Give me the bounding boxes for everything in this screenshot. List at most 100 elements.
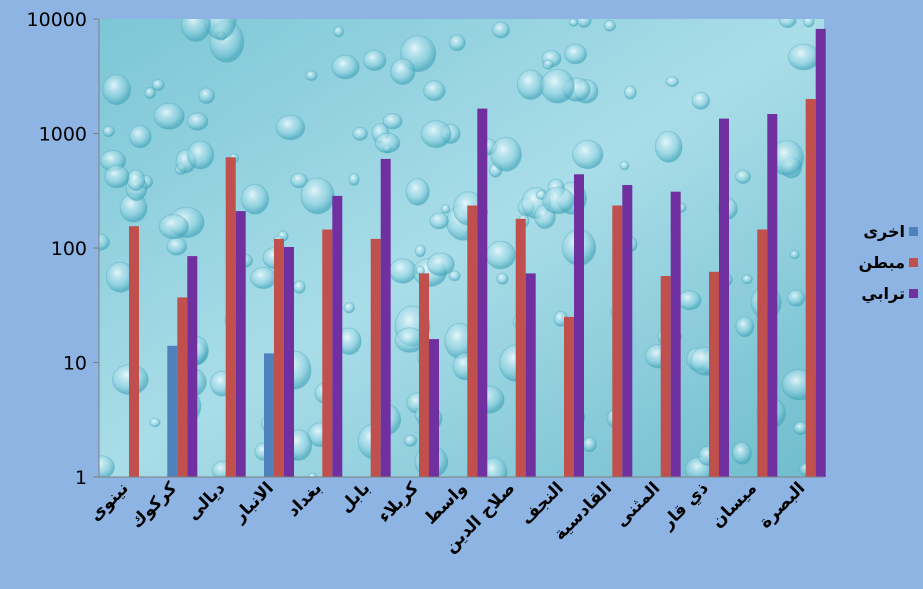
y-tick-label: 1000 <box>39 124 87 146</box>
bar-2-10 <box>564 316 574 477</box>
water-droplet <box>787 43 821 71</box>
water-droplet <box>677 290 702 311</box>
bar-3-7 <box>429 339 439 477</box>
water-droplet <box>568 19 579 27</box>
bar-2-11 <box>612 205 623 477</box>
water-droplet <box>153 102 185 130</box>
water-droplet <box>343 302 356 314</box>
bar-3-5 <box>332 195 343 477</box>
legend-swatch <box>909 258 918 267</box>
bar-3-3 <box>235 211 246 477</box>
water-droplet <box>293 280 306 294</box>
water-droplet <box>485 240 516 270</box>
x-category-label: كربلاء <box>374 478 422 526</box>
water-droplet <box>198 87 216 104</box>
x-category-label: ذي قار <box>657 478 713 534</box>
water-droplet <box>623 85 637 100</box>
water-droplet <box>735 169 751 185</box>
water-droplet <box>741 274 753 285</box>
y-tick-label: 100 <box>51 238 87 260</box>
x-category-label: المثنى <box>612 478 665 531</box>
bars-layer <box>129 28 826 478</box>
water-droplet <box>374 132 401 154</box>
water-droplet <box>403 434 418 447</box>
water-droplet <box>414 244 426 258</box>
bar-3-6 <box>380 158 391 477</box>
water-droplet <box>540 68 575 104</box>
water-droplet <box>99 455 115 477</box>
bar-2-15 <box>805 99 816 477</box>
legend-swatch <box>909 227 918 236</box>
water-droplet <box>275 114 306 141</box>
legend-label: اخرى <box>863 222 905 241</box>
water-droplet <box>582 436 597 453</box>
bar-2-12 <box>660 276 671 477</box>
x-category-label: ديالى <box>183 478 229 524</box>
bar-2-5 <box>322 229 333 477</box>
x-category-label: الانبار <box>229 478 278 527</box>
y-axis-ticks: 1 10 100 1000 10000 <box>27 9 99 489</box>
water-droplet <box>362 49 387 72</box>
water-droplet <box>390 58 416 85</box>
water-droplet <box>778 19 797 29</box>
y-tick-label: 10 <box>63 353 87 375</box>
water-droplet <box>448 34 466 52</box>
bar-1-4 <box>264 353 274 477</box>
water-droplet <box>496 272 509 285</box>
water-droplet <box>382 113 403 130</box>
bar-2-7 <box>419 273 429 477</box>
water-droplet <box>803 19 815 28</box>
water-droplet <box>490 136 522 172</box>
water-droplet <box>732 441 752 465</box>
x-category-label: كركوك <box>127 478 181 532</box>
water-droplet <box>576 19 592 28</box>
bar-3-11 <box>622 185 633 477</box>
water-droplet <box>448 270 461 282</box>
water-droplet <box>654 130 683 163</box>
legend-label: ترابي <box>861 284 905 304</box>
bar-3-15 <box>815 28 826 478</box>
water-droplet <box>144 87 156 99</box>
water-droplet <box>542 186 575 215</box>
water-droplet <box>187 140 215 170</box>
water-droplet <box>305 70 318 81</box>
water-droplet <box>542 59 554 70</box>
water-droplet <box>240 183 270 215</box>
water-droplet <box>564 43 588 65</box>
bar-2-9 <box>515 218 526 478</box>
water-droplet <box>420 120 452 149</box>
water-droplet <box>665 76 680 88</box>
water-droplet <box>250 266 277 290</box>
water-droplet <box>787 289 806 307</box>
bar-2-6 <box>370 238 381 477</box>
water-droplet <box>492 21 510 39</box>
water-droplet <box>389 258 417 284</box>
water-droplet <box>128 125 152 149</box>
bar-3-9 <box>525 273 536 477</box>
bar-2-8 <box>467 205 478 477</box>
water-droplet <box>104 164 130 189</box>
bar-3-12 <box>670 191 681 477</box>
y-tick-label: 10000 <box>27 9 87 31</box>
bar-3-13 <box>719 118 729 477</box>
water-droplet <box>149 417 161 428</box>
water-droplet <box>789 249 800 260</box>
water-droplet <box>405 177 430 206</box>
water-droplet <box>102 125 115 138</box>
bar-2-1 <box>129 226 139 477</box>
x-category-label: بغداد <box>283 478 326 521</box>
bar-3-4 <box>284 247 294 477</box>
legend-label: مبطن <box>859 253 905 272</box>
water-droplet <box>423 80 446 102</box>
bar-3-8 <box>477 108 488 477</box>
water-droplet <box>290 172 309 189</box>
water-droplet <box>102 74 132 106</box>
bar-3-14 <box>767 114 778 477</box>
water-droplet <box>441 203 451 214</box>
water-droplet <box>307 472 318 477</box>
water-droplet <box>181 19 211 42</box>
water-droplet <box>166 237 188 256</box>
